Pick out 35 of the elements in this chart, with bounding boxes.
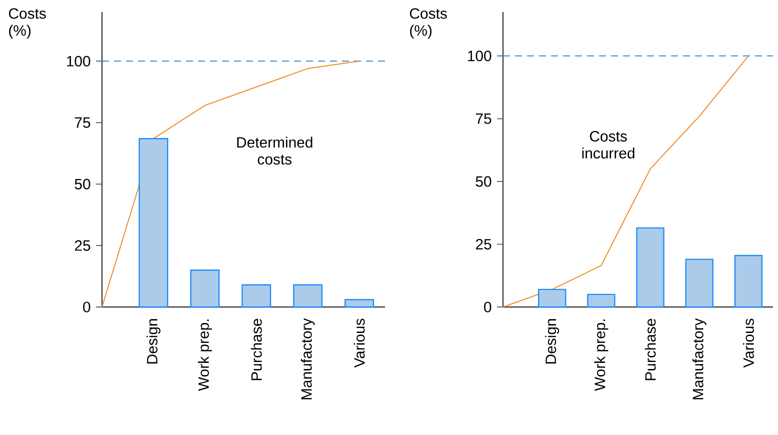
bar bbox=[242, 284, 272, 308]
line-series bbox=[502, 55, 749, 308]
y-axis-title: Costs (%) bbox=[410, 8, 447, 39]
bar bbox=[344, 299, 374, 308]
x-tick-label: Various bbox=[354, 318, 365, 368]
bar bbox=[587, 294, 616, 308]
annotation: Determined costs bbox=[237, 136, 312, 165]
bar bbox=[138, 138, 168, 308]
x-tick-label: Manufactory bbox=[692, 318, 706, 400]
y-tick-label: 0 bbox=[83, 302, 90, 312]
x-tick-label: Various bbox=[742, 318, 754, 368]
x-tick-label: Design bbox=[545, 319, 560, 364]
y-tick-label: 50 bbox=[74, 178, 90, 190]
bar bbox=[190, 270, 220, 308]
x-tick-label: Purchase bbox=[250, 318, 262, 380]
y-tick-label: 50 bbox=[476, 176, 492, 187]
x-tick-label: Purchase bbox=[644, 318, 656, 380]
y-tick-label: 75 bbox=[476, 113, 492, 124]
bar bbox=[538, 288, 566, 308]
bar bbox=[293, 284, 323, 308]
bar bbox=[636, 227, 664, 308]
y-tick-label: 100 bbox=[67, 56, 90, 66]
y-tick-label: 100 bbox=[468, 50, 492, 62]
x-tick-label: Work prep. bbox=[198, 320, 212, 391]
x-tick-label: Work prep. bbox=[594, 320, 608, 391]
bar bbox=[734, 254, 763, 308]
y-tick-label: 0 bbox=[484, 302, 492, 312]
y-tick-label: 25 bbox=[476, 238, 492, 250]
y-tick-label: 25 bbox=[74, 240, 90, 251]
x-tick-label: Design bbox=[146, 319, 160, 364]
x-tick-label: Manufactory bbox=[300, 318, 315, 400]
y-axis-title: Costs (%) bbox=[8, 8, 46, 39]
bar bbox=[685, 258, 714, 308]
annotation: Costs incurred bbox=[582, 130, 634, 158]
y-tick-label: 75 bbox=[74, 117, 90, 128]
